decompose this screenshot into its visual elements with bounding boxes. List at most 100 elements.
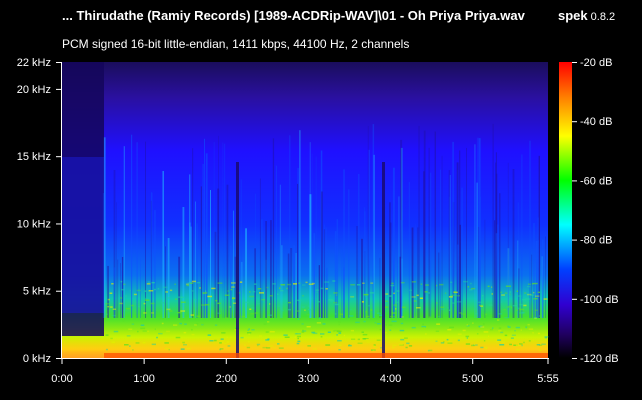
spectrogram-streak: [418, 125, 420, 319]
spectrogram-speckle: [304, 309, 306, 311]
spectrogram-speckle: [439, 283, 444, 286]
spectrogram-speckle: [525, 326, 527, 329]
spectrogram-speckle: [306, 313, 310, 316]
spectrogram-speckle: [515, 326, 521, 329]
spectrogram-speckle: [111, 341, 116, 344]
spectrogram-speckle: [398, 343, 403, 346]
spectrogram-speckle: [334, 329, 340, 332]
spectrogram-gap: [382, 162, 385, 358]
spectrogram-streak: [529, 140, 531, 318]
spectrogram-streak: [151, 192, 153, 318]
spectrogram-speckle: [318, 301, 320, 303]
spectrogram-speckle: [164, 347, 170, 350]
spectrogram-speckle: [129, 347, 132, 349]
spectrogram-speckle: [185, 283, 189, 285]
spectrogram-streak: [364, 251, 366, 318]
spectrogram-speckle: [301, 323, 304, 325]
spectrogram-speckle: [480, 326, 485, 328]
spectrogram-speckle: [497, 339, 502, 341]
spectrogram-streak: [428, 147, 430, 318]
spectrogram-speckle: [482, 323, 485, 325]
spectrogram-speckle: [543, 298, 548, 300]
spectrogram-streak: [492, 123, 494, 318]
spectrogram-speckle: [480, 346, 484, 349]
spectrogram-speckle: [408, 345, 413, 347]
frequency-axis: 22 kHz 20 kHz 15 kHz 10 kHz 5 kHz 0 kHz: [17, 57, 62, 365]
spectrogram-speckle: [161, 322, 164, 325]
spectrogram-speckle: [131, 323, 135, 325]
spectrogram-speckle: [397, 301, 399, 303]
spectrogram-speckle: [400, 322, 404, 325]
spectrogram-streak: [327, 248, 329, 318]
spectrogram-speckle: [120, 280, 123, 283]
spectrogram-streak: [162, 171, 164, 318]
time-axis: 0:00 1:00 2:00 3:00 4:00 5:00 5:55: [51, 358, 559, 385]
spectrogram-speckle: [142, 342, 146, 344]
spectrogram-speckle: [530, 294, 535, 296]
spectrogram-streak: [507, 162, 509, 318]
spectrogram-speckle: [416, 307, 421, 309]
spectrogram-speckle: [252, 290, 256, 293]
spectrogram-speckle: [325, 344, 331, 346]
spectrogram-streak: [542, 239, 544, 318]
spectrogram-speckle: [436, 323, 441, 325]
spectrogram-speckle: [191, 290, 194, 292]
spectrogram-speckle: [498, 330, 502, 332]
spectrogram-speckle: [370, 309, 373, 311]
spectrogram-speckle: [443, 341, 445, 343]
spectrogram-speckle: [446, 338, 449, 341]
spectrogram-streak: [448, 170, 450, 318]
spectrogram-speckle: [335, 294, 338, 296]
spectrogram-streak: [182, 207, 185, 318]
spectrogram-speckle: [279, 287, 281, 289]
spectrogram-speckle: [536, 344, 541, 346]
spectrogram-streak: [226, 184, 229, 318]
spectrogram-speckle: [527, 285, 531, 288]
spectrogram-speckle: [219, 348, 224, 350]
spectrogram-speckle: [239, 281, 243, 283]
spectrogram-speckle: [492, 327, 494, 329]
spectrogram-streak: [495, 162, 497, 318]
spectrogram-speckle: [372, 349, 375, 352]
spectrogram-speckle: [179, 322, 182, 325]
spectrogram-speckle: [538, 315, 541, 317]
spectrogram-speckle: [223, 342, 227, 345]
spectrogram-speckle: [247, 332, 252, 334]
spectrogram-speckle: [384, 306, 389, 308]
spectrogram-streak: [131, 134, 133, 318]
spectrogram-speckle: [248, 328, 250, 330]
spectrogram-speckle: [448, 309, 451, 311]
spectrogram-speckle: [476, 333, 479, 335]
frequency-tick-label: 22 kHz: [17, 57, 51, 69]
spectrogram-speckle: [273, 346, 275, 349]
spectrogram-speckle: [501, 294, 505, 296]
spectrogram-speckle: [250, 313, 255, 315]
spectrogram-streak: [297, 168, 300, 318]
spectrogram-streak: [392, 167, 395, 318]
spectrogram-speckle: [363, 338, 369, 340]
spectrogram-speckle: [519, 343, 523, 345]
spectrogram-speckle: [189, 282, 194, 284]
spectrogram-speckle: [421, 325, 425, 328]
spectrogram-speckle: [244, 344, 247, 346]
spectrogram-speckle: [463, 280, 468, 283]
spectrogram-speckle: [173, 324, 178, 326]
spectrogram-speckle: [517, 295, 522, 297]
spectrogram-speckle: [140, 324, 145, 326]
spectrogram-speckle: [143, 312, 147, 314]
spectrogram-speckle: [230, 336, 232, 338]
spectrogram-speckle: [362, 333, 368, 336]
spectrogram-streak: [358, 173, 360, 318]
spectrogram-streak: [336, 219, 339, 318]
spectrogram-speckle: [521, 344, 523, 347]
spectrogram-speckle: [256, 343, 261, 346]
spectrogram-streak: [495, 233, 498, 318]
spectrogram-speckle: [194, 298, 197, 301]
spectrogram-speckle: [525, 298, 530, 300]
spectrogram-speckle: [453, 291, 456, 293]
spectrogram-speckle: [376, 339, 381, 341]
spectrogram-streak: [343, 169, 345, 318]
spectrogram-speckle: [287, 308, 291, 311]
db-tick-label: -100 dB: [580, 294, 619, 306]
spectrogram-streak: [245, 228, 247, 318]
